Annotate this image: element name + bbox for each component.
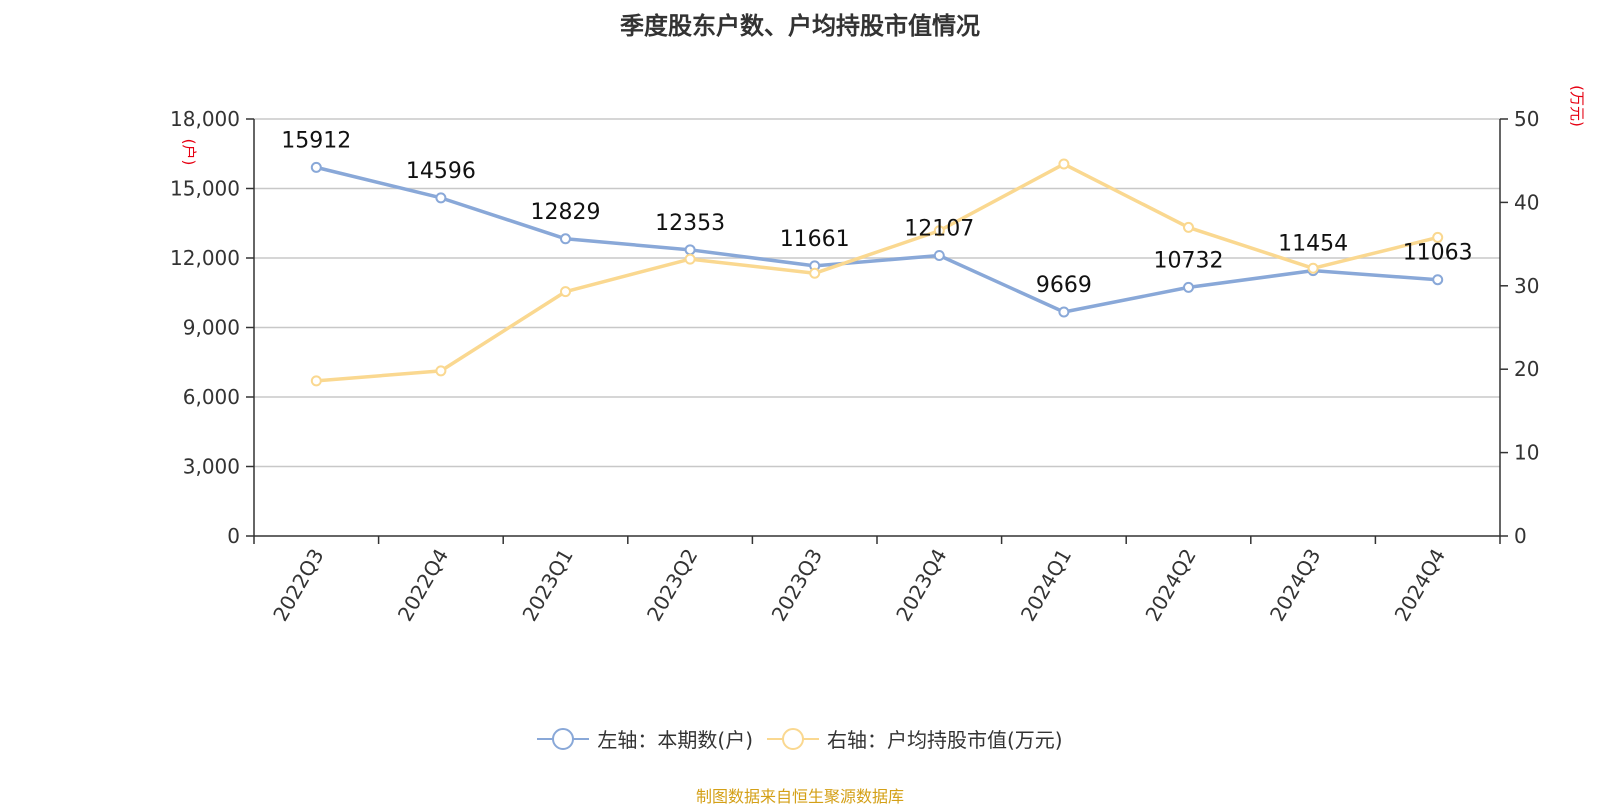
left-axis-tick-label: 0 xyxy=(227,524,240,548)
series-lines xyxy=(310,158,1444,387)
left-axis-tick-label: 12,000 xyxy=(170,246,240,270)
legend-label: 左轴：本期数(户) xyxy=(597,728,753,752)
grid-lines xyxy=(254,118,1500,468)
right-axis-tick-label: 10 xyxy=(1514,441,1539,465)
data-label: 11454 xyxy=(1278,232,1348,257)
source-note: 制图数据来自恒生聚源数据库 xyxy=(695,787,904,806)
data-point-right xyxy=(1183,221,1194,233)
data-label: 15912 xyxy=(281,128,351,153)
data-label: 9669 xyxy=(1036,273,1092,298)
left-axis-tick-label: 3,000 xyxy=(183,455,240,479)
data-point-right xyxy=(933,225,945,237)
legend: 左轴：本期数(户) 右轴：户均持股市值(万元) xyxy=(0,724,1600,753)
x-axis-tick-label: 2022Q4 xyxy=(393,545,453,626)
right-axis-unit: (万元) xyxy=(1568,85,1586,127)
data-point-right xyxy=(435,365,447,377)
left-axis-tick-label: 6,000 xyxy=(183,385,240,409)
x-axis-tick-label: 2024Q1 xyxy=(1016,545,1076,626)
x-axis-tick-label: 2023Q3 xyxy=(767,545,827,626)
x-axis-tick-label: 2024Q2 xyxy=(1140,545,1200,626)
data-label: 11661 xyxy=(780,227,850,252)
legend-line-circle-icon xyxy=(767,727,819,751)
left-axis-tick-label: 15,000 xyxy=(170,177,240,201)
data-point-left xyxy=(933,250,945,262)
chart-title: 季度股东户数、户均持股市值情况 xyxy=(620,12,980,40)
data-point-right xyxy=(1432,231,1444,243)
right-axis-tick-label: 40 xyxy=(1514,190,1539,214)
data-label: 11063 xyxy=(1403,241,1473,266)
x-axis-tick-label: 2023Q2 xyxy=(642,545,702,626)
legend-item-right-series[interactable]: 右轴：户均持股市值(万元) xyxy=(767,724,1063,753)
data-point-right xyxy=(1307,262,1319,274)
data-point-right xyxy=(684,253,696,265)
data-label: 12353 xyxy=(655,211,725,236)
x-axis-tick-label: 2023Q4 xyxy=(891,545,951,626)
data-point-right xyxy=(560,286,571,298)
series-line-right xyxy=(316,162,1439,383)
data-point-right xyxy=(310,375,322,387)
right-axis-tick-label: 20 xyxy=(1514,357,1539,381)
x-axis-tick-label: 2022Q3 xyxy=(268,545,328,626)
data-point-left xyxy=(435,192,447,204)
legend-item-left-series[interactable]: 左轴：本期数(户) xyxy=(537,724,753,753)
data-point-right xyxy=(1058,158,1070,170)
series-line-left xyxy=(315,165,1438,314)
legend-label: 右轴：户均持股市值(万元) xyxy=(827,728,1063,752)
data-labels: 15912 14596 12829 12353 11661 12107 9669 10732 1… xyxy=(281,128,1472,298)
left-axis-unit: (户) xyxy=(180,139,198,166)
axes: 0 3,000 6,000 9,000 12,000 15,000 18,000 0 10 20 3… xyxy=(170,107,1539,625)
x-axis-tick-label: 2023Q1 xyxy=(517,545,577,626)
data-label: 12107 xyxy=(904,217,974,242)
data-point-left xyxy=(310,161,322,173)
data-point-left xyxy=(1183,281,1194,293)
data-label: 10732 xyxy=(1154,248,1224,273)
left-axis-tick-label: 9,000 xyxy=(183,316,240,340)
left-axis-tick-label: 18,000 xyxy=(170,107,240,131)
data-label: 14596 xyxy=(406,159,476,184)
x-axis-tick-label: 2024Q3 xyxy=(1265,545,1325,626)
legend-line-circle-icon xyxy=(537,727,590,751)
data-point-left xyxy=(1432,274,1444,286)
data-point-left xyxy=(684,244,696,256)
data-point-right xyxy=(809,267,821,279)
data-point-left xyxy=(560,233,571,245)
data-point-left xyxy=(1058,306,1070,318)
data-label: 12829 xyxy=(531,200,601,225)
x-axis-tick-label: 2024Q4 xyxy=(1390,545,1450,626)
right-axis-tick-label: 0 xyxy=(1514,524,1527,548)
right-axis-tick-label: 50 xyxy=(1514,107,1539,131)
right-axis-tick-label: 30 xyxy=(1514,274,1539,298)
